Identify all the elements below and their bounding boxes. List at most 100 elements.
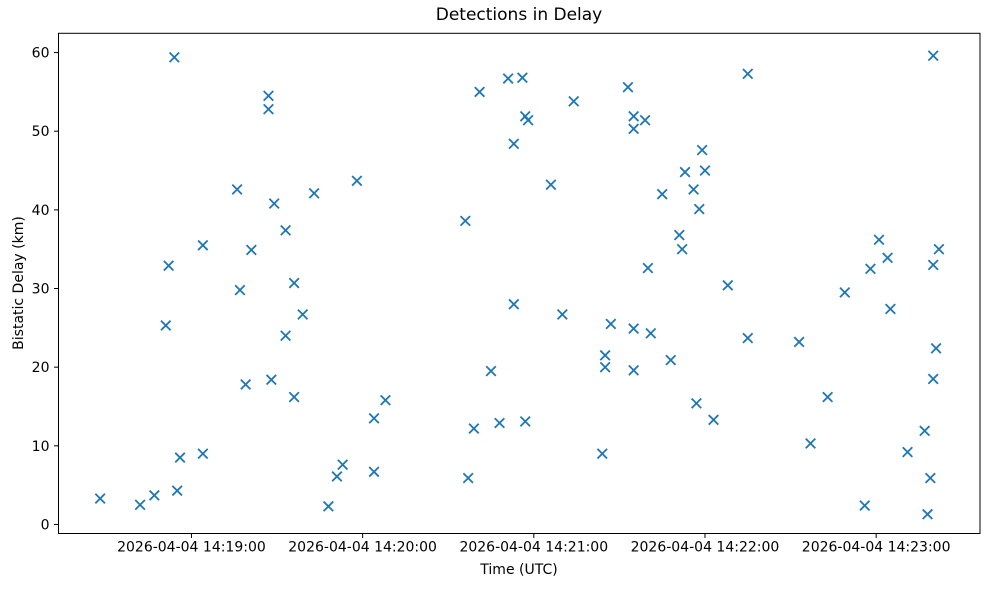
y-tick-label: 20 <box>32 360 50 376</box>
scatter-marker <box>288 277 300 289</box>
scatter-marker <box>722 279 734 291</box>
y-tick-label: 60 <box>32 46 50 62</box>
scatter-marker <box>197 448 209 460</box>
x-tick-label: 2026-04-04 14:21:00 <box>459 540 608 556</box>
scatter-marker <box>380 394 391 406</box>
scatter-marker <box>665 354 677 366</box>
scatter-marker <box>265 374 277 386</box>
scatter-marker <box>197 239 209 251</box>
scatter-marker <box>516 72 528 84</box>
scatter-marker <box>805 438 816 449</box>
scatter-marker <box>873 234 885 246</box>
scatter-marker <box>148 489 160 501</box>
scatter-marker <box>168 51 180 63</box>
scatter-marker <box>933 243 945 255</box>
scatter-marker <box>793 336 805 348</box>
scatter-marker <box>922 508 933 520</box>
scatter-marker <box>485 365 497 377</box>
scatter-marker <box>599 361 611 373</box>
y-tick-label: 0 <box>41 517 50 533</box>
x-tick-label: 2026-04-04 14:23:00 <box>802 540 951 556</box>
scatter-marker <box>494 417 506 429</box>
plot-frame <box>58 32 981 535</box>
x-tick-label: 2026-04-04 14:19:00 <box>117 540 266 556</box>
scatter-marker <box>902 446 913 458</box>
scatter-marker <box>919 425 931 437</box>
scatter-marker <box>508 138 520 150</box>
scatter-marker <box>174 452 186 464</box>
scatter-marker <box>822 391 834 403</box>
scatter-marker <box>171 485 183 497</box>
chart-title: Detections in Delay <box>435 5 603 25</box>
scatter-marker <box>628 110 640 122</box>
scatter-marker <box>839 287 851 298</box>
scatter-marker <box>474 86 486 98</box>
scatter-marker <box>308 187 320 199</box>
y-tick-label: 50 <box>32 124 50 140</box>
scatter-marker <box>556 309 568 320</box>
y-tick-label: 40 <box>32 203 50 219</box>
scatter-marker <box>519 415 531 427</box>
x-axis-label: Time (UTC) <box>480 562 558 578</box>
y-tick-label: 30 <box>32 282 50 298</box>
scatter-marker <box>163 260 175 272</box>
scatter-marker <box>240 379 252 390</box>
scatter-marker <box>884 303 896 315</box>
scatter-marker <box>699 165 711 176</box>
scatter-marker <box>468 423 480 434</box>
scatter-marker <box>673 229 685 241</box>
scatter-marker <box>622 81 634 93</box>
scatter-marker <box>263 103 274 115</box>
scatter-marker <box>882 252 894 264</box>
x-tick-label: 2026-04-04 14:22:00 <box>631 540 780 556</box>
scatter-marker <box>462 472 474 484</box>
scatter-marker <box>94 493 106 504</box>
scatter-marker <box>268 198 280 210</box>
scatter-marker <box>231 183 243 195</box>
y-tick-label: 10 <box>32 439 50 455</box>
scatter-marker <box>865 263 876 275</box>
scatter-marker <box>690 397 702 409</box>
scatter-marker <box>645 327 657 339</box>
scatter-marker <box>605 318 617 330</box>
scatter-marker <box>642 262 654 274</box>
scatter-marker <box>368 466 380 478</box>
scatter-marker <box>297 309 309 320</box>
scatter-marker <box>522 114 534 126</box>
scatter-marker <box>134 499 146 511</box>
scatter-marker <box>280 330 292 342</box>
scatter-marker <box>545 179 557 191</box>
scatter-marker <box>568 95 580 107</box>
scatter-marker <box>639 114 651 126</box>
scatter-marker <box>693 203 705 215</box>
scatter-marker <box>337 459 349 471</box>
scatter-marker <box>708 414 719 426</box>
scatter-marker <box>508 298 520 310</box>
scatter-marker <box>331 471 343 482</box>
x-tick-label: 2026-04-04 14:20:00 <box>288 540 437 556</box>
scatter-marker <box>628 123 640 135</box>
scatter-marker <box>280 224 292 236</box>
scatter-marker <box>927 259 939 271</box>
scatter-marker <box>628 323 640 335</box>
scatter-marker <box>924 472 936 484</box>
scatter-marker <box>688 183 700 195</box>
scatter-marker <box>679 166 691 178</box>
scatter-marker <box>696 144 708 156</box>
scatter-marker <box>742 68 754 80</box>
scatter-marker <box>351 175 363 187</box>
scatter-marker <box>368 412 380 424</box>
scatter-marker <box>322 500 334 512</box>
scatter-marker <box>628 364 640 376</box>
scatter-marker <box>596 448 608 460</box>
scatter-marker <box>859 500 871 512</box>
scatter-marker <box>502 73 514 84</box>
scatter-marker <box>742 332 754 344</box>
scatter-marker <box>930 342 942 354</box>
scatter-marker <box>263 90 274 102</box>
scatter-marker <box>234 284 246 296</box>
scatter-marker <box>927 373 939 385</box>
scatter-marker <box>245 244 257 256</box>
